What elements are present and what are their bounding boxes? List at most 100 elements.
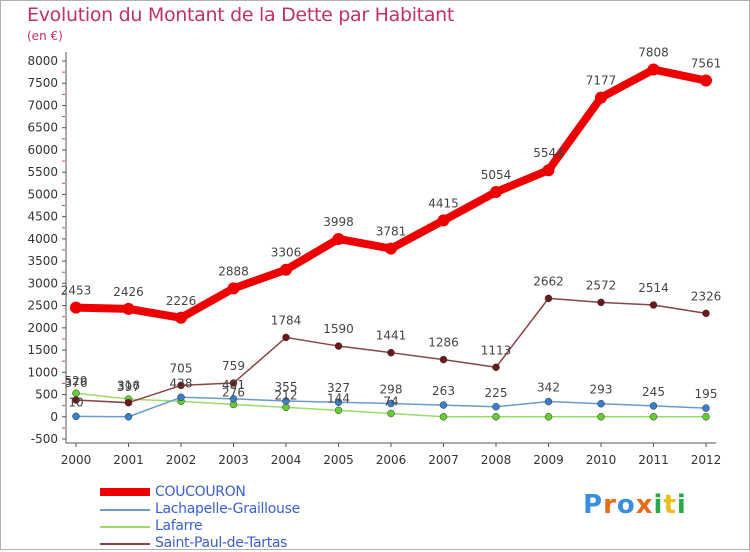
legend-swatch — [100, 543, 150, 545]
data-label: 2326 — [691, 289, 722, 303]
data-label: 2662 — [533, 274, 564, 288]
data-label: 2514 — [638, 281, 669, 295]
data-point — [595, 91, 607, 104]
data-point — [544, 397, 553, 406]
y-tick-label: 2000 — [27, 321, 58, 335]
data-label: 401 — [222, 378, 245, 392]
x-tick-label: 2007 — [428, 453, 459, 467]
y-tick-label: 4000 — [27, 232, 58, 246]
legend-label: Lafarre — [155, 518, 203, 534]
data-point — [647, 63, 660, 76]
data-label: 225 — [485, 386, 508, 400]
data-point — [72, 396, 80, 404]
data-label: 195 — [695, 387, 718, 401]
y-tick-label: 5000 — [27, 187, 58, 201]
data-point — [700, 74, 712, 87]
y-tick-label: 7000 — [27, 98, 58, 112]
data-label: 293 — [590, 383, 613, 397]
x-tick-label: 2011 — [638, 453, 669, 467]
data-label: 376 — [65, 376, 88, 390]
y-tick-label: 5500 — [27, 165, 58, 179]
legend-swatch — [100, 526, 150, 528]
data-label: 3781 — [376, 225, 407, 239]
line-chart: -500 0 500 1000 1500 2000 2500 3000 3500 4000 4500… — [27, 46, 722, 467]
legend-label: Saint-Paul-de-Tartas — [155, 535, 288, 551]
y-tick-label: 1000 — [27, 365, 58, 379]
data-point — [387, 348, 395, 357]
data-point — [177, 381, 185, 390]
data-point — [282, 333, 290, 342]
data-point — [702, 404, 710, 412]
data-point — [334, 406, 343, 415]
data-point — [597, 413, 605, 421]
data-point — [387, 399, 395, 408]
data-label: 342 — [537, 381, 560, 395]
y-tick-label: 7500 — [27, 76, 58, 90]
data-point — [282, 403, 290, 412]
data-label: 298 — [380, 383, 403, 397]
data-label: 316 — [117, 379, 140, 393]
y-tick-label: 4500 — [27, 210, 58, 224]
y-tick-label: 6500 — [27, 121, 58, 135]
data-label: 2888 — [218, 264, 249, 278]
data-labels-layer: 2453 2426 2226 2888 3306 3998 3781 4415 5054 5544… — [61, 46, 722, 410]
data-point — [70, 301, 82, 314]
y-tick-label: 8000 — [27, 54, 58, 68]
y-tick-label: -500 — [31, 432, 58, 446]
data-label: 529 — [65, 374, 88, 388]
data-point — [72, 412, 80, 421]
data-label: 7561 — [691, 57, 722, 71]
y-tick-label: 500 — [35, 388, 58, 402]
data-point — [387, 409, 395, 418]
data-label: 2426 — [113, 285, 144, 299]
data-label: 10 — [68, 395, 83, 409]
chart-subtitle: (en €) — [27, 29, 63, 43]
data-point — [439, 401, 448, 409]
logo-letter: r — [603, 490, 617, 520]
data-point — [544, 294, 553, 303]
data-point — [492, 403, 500, 411]
data-point — [649, 402, 658, 410]
logo-letter: o — [616, 490, 636, 520]
x-tick-label: 2003 — [218, 453, 249, 467]
data-point — [229, 379, 238, 387]
x-tick-label: 2004 — [271, 453, 302, 467]
data-point — [175, 311, 187, 324]
logo-letter: i — [676, 490, 687, 520]
data-label: 276 — [222, 385, 245, 399]
x-tick-label: 2010 — [586, 453, 617, 467]
data-label: 144 — [327, 391, 350, 405]
data-label: 212 — [275, 388, 298, 402]
logo-letter: t — [663, 490, 677, 520]
y-tick-label: 1500 — [27, 343, 58, 357]
x-tick-label: 2009 — [533, 453, 564, 467]
legend-swatch — [100, 509, 150, 511]
y-tick-label: 2500 — [27, 299, 58, 313]
x-tick-label: 2012 — [691, 453, 722, 467]
data-label: 1113 — [481, 343, 512, 357]
data-label: 355 — [275, 380, 298, 394]
data-point — [544, 413, 553, 421]
logo-letter: x — [635, 490, 654, 520]
y-tick-label: 6000 — [27, 143, 58, 157]
data-point — [702, 413, 710, 421]
data-point — [490, 186, 502, 199]
data-point — [334, 398, 343, 406]
x-tick-label: 2008 — [481, 453, 512, 467]
y-tick-label: 0 — [50, 410, 58, 424]
data-label: 74 — [383, 394, 398, 408]
data-point — [282, 397, 290, 405]
data-point — [542, 164, 555, 177]
data-point — [332, 232, 345, 245]
data-point — [124, 398, 133, 407]
chart-title: Evolution du Montant de la Dette par Hab… — [27, 4, 455, 26]
data-label: 7177 — [586, 74, 617, 88]
data-label: 245 — [642, 385, 665, 399]
data-point — [177, 393, 185, 402]
data-label: 3998 — [323, 215, 354, 229]
data-point — [649, 301, 658, 309]
data-point — [492, 363, 500, 372]
x-tick-label: 2005 — [323, 453, 354, 467]
data-label: 397 — [117, 380, 140, 394]
